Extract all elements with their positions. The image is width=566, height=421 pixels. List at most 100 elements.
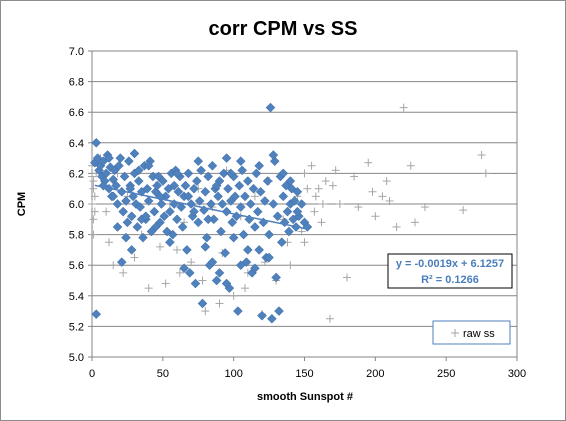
smooth-point bbox=[292, 206, 303, 217]
smooth-point bbox=[121, 232, 131, 243]
smooth-point bbox=[191, 176, 202, 186]
smooth-point bbox=[153, 171, 164, 182]
smooth-point bbox=[91, 309, 102, 320]
raw-ss-point bbox=[406, 161, 415, 170]
smooth-point bbox=[278, 191, 289, 202]
y-tick-label: 6.2 bbox=[69, 168, 84, 180]
raw-ss-point bbox=[385, 196, 394, 205]
smooth-point bbox=[173, 186, 184, 197]
smooth-point bbox=[162, 226, 172, 237]
smooth-point bbox=[252, 206, 263, 217]
raw-ss-point bbox=[89, 184, 98, 193]
smooth-point bbox=[230, 191, 240, 202]
smooth-point bbox=[214, 267, 225, 278]
smooth-point bbox=[235, 202, 246, 212]
smooth-point bbox=[193, 217, 204, 228]
smooth-point bbox=[264, 252, 274, 263]
smooth-point bbox=[126, 211, 137, 222]
raw-ss-point bbox=[314, 184, 323, 193]
smooth-point bbox=[104, 153, 114, 163]
raw-ss-point bbox=[119, 268, 128, 277]
smooth-point bbox=[180, 180, 191, 191]
smooth-point bbox=[189, 206, 199, 217]
raw-ss-point bbox=[144, 284, 153, 293]
x-axis-ticks: 0 50 100 150 200 250 300 bbox=[89, 357, 526, 380]
smooth-point bbox=[197, 298, 208, 309]
raw-ss-point bbox=[303, 184, 312, 193]
smooth-point bbox=[200, 186, 211, 197]
raw-ss-point bbox=[307, 161, 316, 170]
raw-ss-point bbox=[229, 291, 238, 300]
raw-ss-point bbox=[109, 261, 118, 270]
smooth-point bbox=[207, 160, 218, 171]
smooth-point bbox=[257, 310, 267, 321]
raw-ss-point bbox=[420, 203, 429, 212]
smooth-point bbox=[119, 171, 130, 182]
raw-ss-point bbox=[300, 238, 309, 247]
raw-ss-point bbox=[89, 215, 98, 224]
smooth-point bbox=[129, 148, 140, 159]
raw-ss-point bbox=[90, 192, 99, 201]
smooth-point bbox=[240, 191, 250, 202]
smooth-point bbox=[211, 180, 222, 191]
smooth-point bbox=[228, 232, 239, 243]
y-tick-label: 5.4 bbox=[69, 291, 84, 303]
smooth-point bbox=[272, 211, 283, 222]
smooth-point bbox=[112, 222, 123, 232]
smooth-point bbox=[254, 160, 265, 171]
y-tick-label: 7.0 bbox=[69, 46, 84, 58]
smooth-point bbox=[207, 257, 218, 267]
smooth-point bbox=[133, 165, 144, 176]
raw-ss-point bbox=[350, 172, 359, 181]
smooth-point bbox=[176, 202, 187, 212]
smooth-point bbox=[234, 180, 245, 191]
smooth-point bbox=[282, 206, 293, 217]
smooth-point bbox=[223, 183, 233, 194]
raw-ss-point bbox=[318, 200, 327, 208]
raw-ss-point bbox=[215, 299, 224, 308]
raw-ss-point bbox=[156, 242, 164, 251]
smooth-point bbox=[165, 206, 175, 217]
x-tick-label: 0 bbox=[89, 368, 95, 380]
raw-ss-point bbox=[343, 273, 351, 282]
smooth-point bbox=[149, 206, 160, 217]
smooth-point bbox=[177, 222, 188, 232]
smooth-point bbox=[235, 156, 246, 167]
y-tick-label: 5.6 bbox=[69, 260, 84, 272]
x-tick-label: 250 bbox=[437, 368, 455, 380]
smooth-point bbox=[190, 278, 201, 289]
y-tick-label: 6.0 bbox=[69, 199, 84, 211]
y-tick-label: 5.8 bbox=[69, 230, 84, 242]
smooth-point bbox=[194, 196, 205, 206]
raw-ss-point bbox=[354, 203, 363, 212]
smooth-point bbox=[183, 168, 194, 179]
smooth-point bbox=[221, 153, 232, 163]
raw-ss-point bbox=[175, 268, 184, 277]
x-axis-label: smooth Sunspot # bbox=[257, 391, 353, 403]
smooth-point bbox=[112, 199, 123, 209]
trendline bbox=[94, 184, 308, 230]
raw-ss-point bbox=[300, 169, 309, 178]
raw-ss-point bbox=[89, 177, 98, 186]
smooth-point bbox=[172, 168, 182, 179]
y-tick-label: 6.8 bbox=[69, 77, 84, 89]
smooth-point bbox=[116, 257, 127, 267]
smooth-point bbox=[250, 222, 260, 232]
smooth-series bbox=[89, 102, 313, 324]
raw-ss-point bbox=[286, 261, 295, 270]
legend-label: raw ss bbox=[463, 328, 495, 340]
smooth-point bbox=[126, 245, 137, 255]
smooth-point bbox=[296, 199, 307, 209]
smooth-point bbox=[183, 191, 194, 202]
raw-ss-point bbox=[187, 258, 196, 267]
smooth-point bbox=[216, 226, 226, 237]
raw-ss-point bbox=[311, 192, 320, 201]
smooth-point bbox=[159, 211, 170, 222]
smooth-point bbox=[203, 171, 214, 182]
smooth-point bbox=[172, 214, 182, 225]
raw-ss-point bbox=[130, 253, 139, 262]
smooth-point bbox=[143, 196, 154, 206]
raw-ss-point bbox=[310, 207, 319, 216]
smooth-point bbox=[225, 168, 236, 179]
raw-ss-point bbox=[297, 227, 306, 236]
